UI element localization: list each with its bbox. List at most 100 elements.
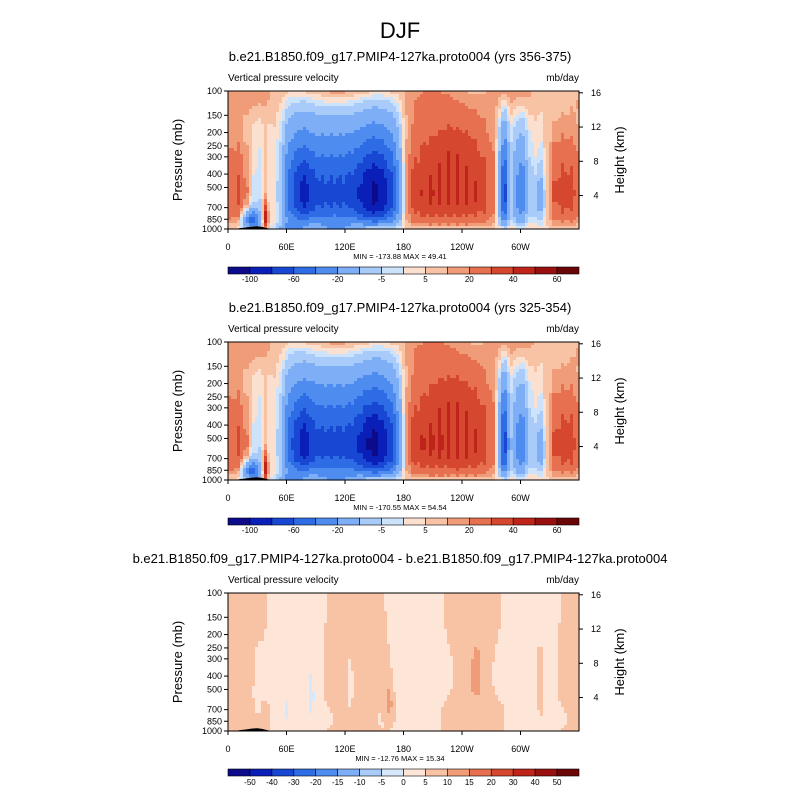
y-tick-label: 300 — [207, 403, 222, 413]
y-tick-label: 200 — [207, 128, 222, 138]
height-tick-label: 16 — [591, 590, 601, 600]
min-max-stats: MIN = -12.76 MAX = 15.34 — [355, 754, 444, 763]
x-tick-label: 180 — [396, 242, 411, 252]
colorbar-box — [513, 267, 535, 274]
colorbar-label: 20 — [487, 778, 496, 787]
chart-panel-1: b.e21.B1850.f09_g17.PMIP4-127ka.proto004… — [170, 49, 627, 284]
colorbar-box — [338, 267, 360, 274]
panel-title: b.e21.B1850.f09_g17.PMIP4-127ka.proto004… — [133, 551, 668, 566]
colorbar-box — [469, 769, 491, 776]
colorbar-label: -15 — [332, 778, 344, 787]
colorbar-label: 60 — [553, 526, 562, 535]
colorbar-label: -60 — [288, 275, 300, 284]
y-tick-label: 850 — [207, 214, 222, 224]
y-tick-label: 1000 — [202, 726, 222, 736]
colorbar-label: -5 — [378, 778, 386, 787]
y-tick-label: 200 — [207, 630, 222, 640]
min-max-stats: MIN = -173.88 MAX = 49.41 — [353, 252, 446, 261]
x-tick-label: 120E — [334, 744, 355, 754]
colorbar-label: -20 — [310, 778, 322, 787]
colorbar-box — [491, 267, 513, 274]
colorbar-box — [404, 267, 426, 274]
colorbar-box — [228, 518, 250, 525]
colorbar-box — [360, 267, 382, 274]
x-tick-label: 60W — [511, 242, 530, 252]
colorbar-label: -5 — [378, 275, 386, 284]
min-max-stats: MIN = -170.55 MAX = 54.54 — [353, 503, 446, 512]
colorbar-box — [228, 267, 250, 274]
panel-title: b.e21.B1850.f09_g17.PMIP4-127ka.proto004… — [229, 300, 572, 315]
x-tick-label: 60E — [278, 242, 294, 252]
colorbar-box — [447, 267, 469, 274]
y-tick-label: 850 — [207, 716, 222, 726]
height-tick-label: 16 — [591, 339, 601, 349]
colorbar-box — [447, 769, 469, 776]
y-tick-label: 150 — [207, 110, 222, 120]
colorbar-label: -60 — [288, 526, 300, 535]
colorbar-box — [294, 518, 316, 525]
variable-label: Vertical pressure velocity — [228, 324, 339, 335]
y-tick-label: 250 — [207, 643, 222, 653]
height-tick-label: 8 — [593, 658, 598, 668]
y-tick-label: 700 — [207, 705, 222, 715]
y-tick-label: 850 — [207, 465, 222, 475]
colorbar-box — [382, 518, 404, 525]
colorbar-label: -100 — [242, 275, 259, 284]
colorbar-box — [338, 518, 360, 525]
y-tick-label: 700 — [207, 454, 222, 464]
colorbar-label: 30 — [509, 778, 518, 787]
variable-label: Vertical pressure velocity — [228, 575, 339, 586]
colorbar-box — [557, 518, 579, 525]
x-tick-label: 60E — [278, 493, 294, 503]
colorbar-box — [425, 267, 447, 274]
colorbar-box — [425, 769, 447, 776]
y-tick-label: 400 — [207, 671, 222, 681]
colorbar-label: 20 — [465, 526, 474, 535]
x-tick-label: 120W — [450, 744, 474, 754]
colorbar-box — [425, 518, 447, 525]
colorbar-label: 40 — [509, 526, 518, 535]
colorbar-box — [491, 769, 513, 776]
chart-panel-2: b.e21.B1850.f09_g17.PMIP4-127ka.proto004… — [170, 300, 627, 535]
colorbar-box — [513, 769, 535, 776]
colorbar-box — [469, 518, 491, 525]
units-label: mb/day — [546, 324, 579, 335]
colorbar-box — [316, 769, 338, 776]
contour-fill — [228, 342, 580, 481]
y-axis-label: Pressure (mb) — [170, 370, 185, 452]
colorbar: -50 -40 -30 -20 -15 -10 -5 0 5 10 15 20 30 40 50 — [228, 769, 579, 787]
y-tick-label: 100 — [207, 86, 222, 96]
x-tick-label: 180 — [396, 493, 411, 503]
chart-panel-3: b.e21.B1850.f09_g17.PMIP4-127ka.proto004… — [133, 551, 668, 787]
x-tick-label: 0 — [225, 493, 230, 503]
colorbar-box — [316, 267, 338, 274]
units-label: mb/day — [546, 73, 579, 84]
x-tick-label: 180 — [396, 744, 411, 754]
colorbar-label: 20 — [465, 275, 474, 284]
height-tick-label: 4 — [593, 191, 598, 201]
colorbar-box — [360, 518, 382, 525]
colorbar-box — [535, 518, 557, 525]
x-tick-label: 120E — [334, 242, 355, 252]
y-tick-label: 200 — [207, 379, 222, 389]
colorbar-label: 5 — [423, 778, 428, 787]
y-tick-label: 500 — [207, 433, 222, 443]
y-tick-label: 700 — [207, 203, 222, 213]
height-tick-label: 16 — [591, 88, 601, 98]
colorbar-box — [250, 267, 272, 274]
x-tick-label: 60W — [511, 493, 530, 503]
colorbar-label: 5 — [423, 275, 428, 284]
y-axis-label: Pressure (mb) — [170, 621, 185, 703]
colorbar-label: 5 — [423, 526, 428, 535]
y-tick-label: 250 — [207, 141, 222, 151]
y-tick-label: 100 — [207, 337, 222, 347]
right-axis-label: Height (km) — [612, 126, 627, 193]
y-axis-label: Pressure (mb) — [170, 119, 185, 201]
colorbar-label: -50 — [244, 778, 256, 787]
height-tick-label: 8 — [593, 156, 598, 166]
colorbar-box — [404, 769, 426, 776]
colorbar-box — [250, 518, 272, 525]
y-tick-label: 1000 — [202, 224, 222, 234]
x-tick-label: 120W — [450, 493, 474, 503]
colorbar-box — [469, 267, 491, 274]
